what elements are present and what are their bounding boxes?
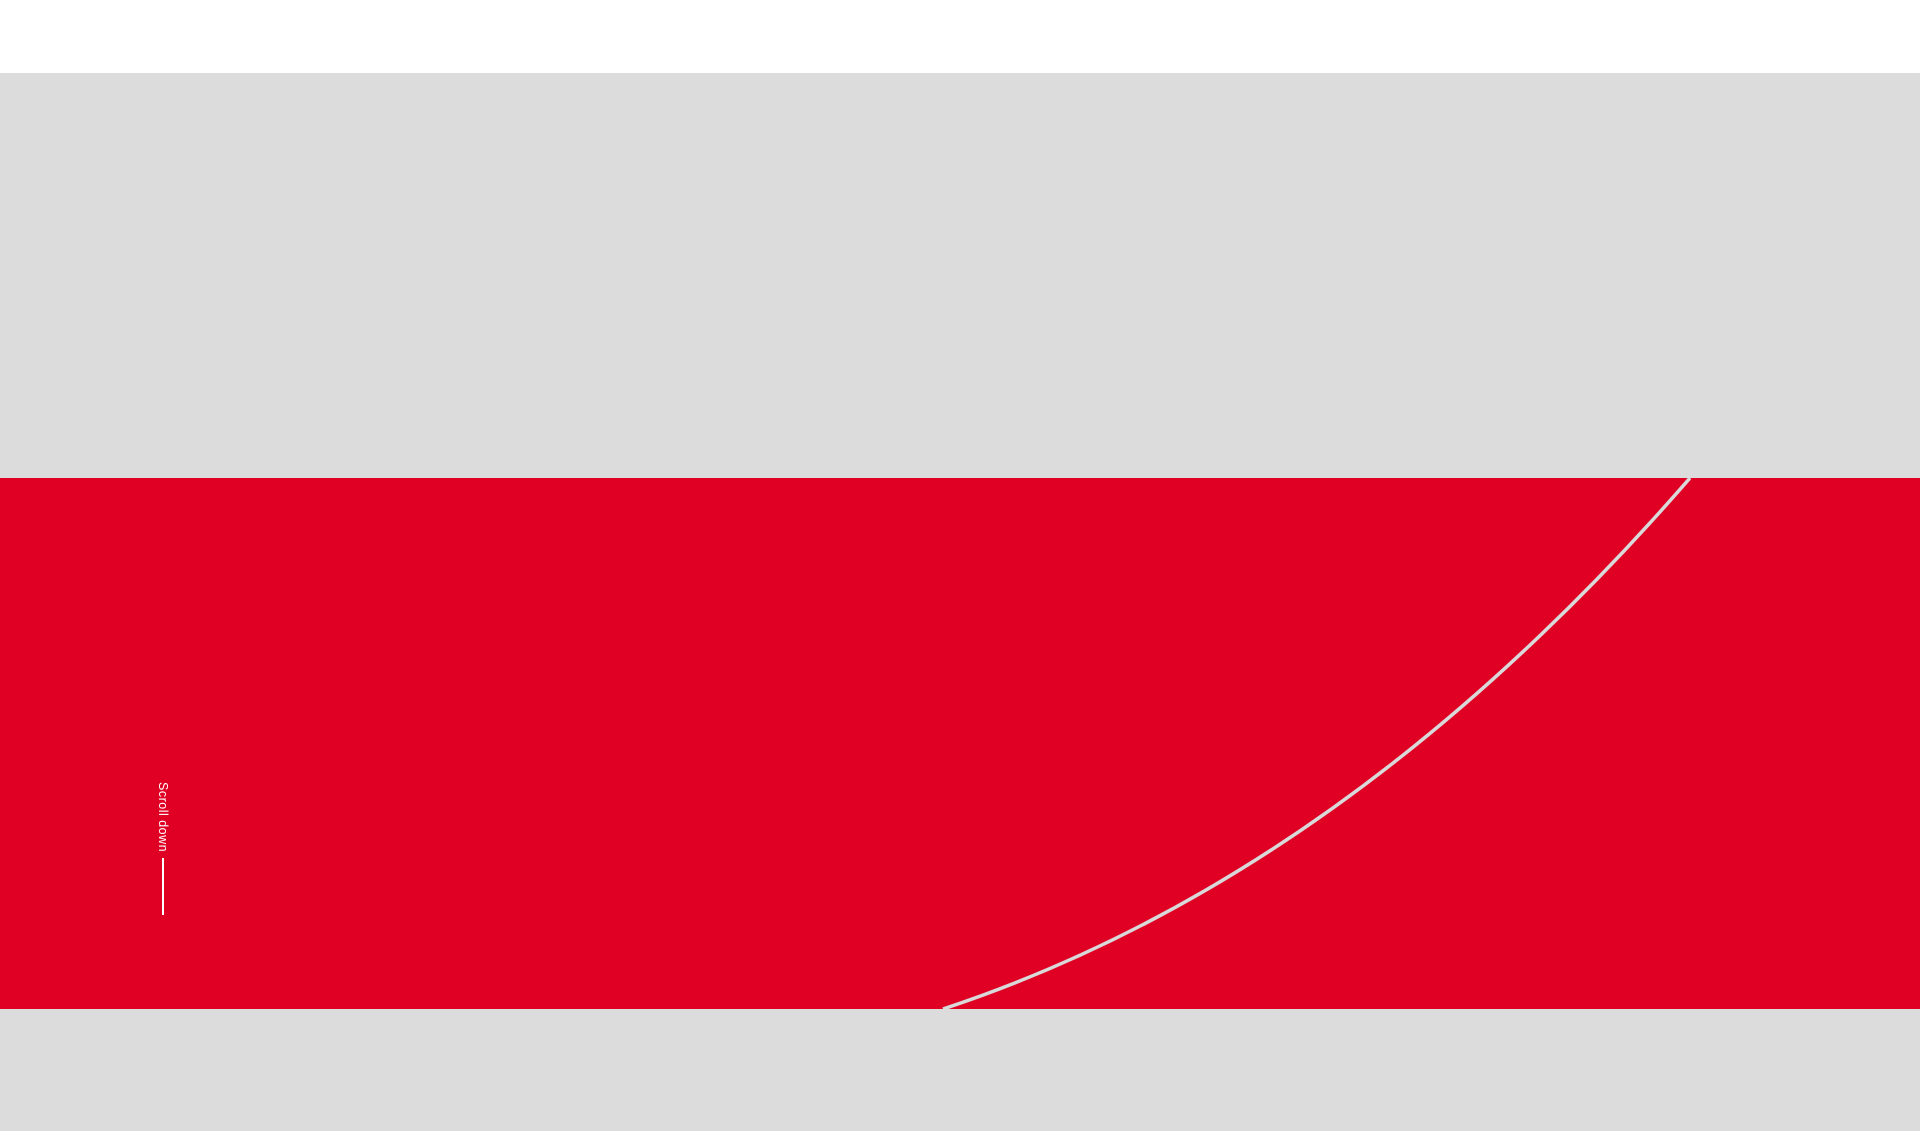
red-hero-section: Scroll down <box>0 478 1920 1009</box>
top-white-band <box>0 0 1920 73</box>
curve-graphic <box>942 478 1692 1009</box>
lower-gray-section <box>0 1009 1920 1131</box>
scroll-down-label: Scroll down <box>156 782 170 853</box>
growth-curve-line <box>942 478 1692 1009</box>
scroll-down-line <box>162 858 164 916</box>
upper-gray-section <box>0 73 1920 478</box>
scroll-down-indicator[interactable]: Scroll down <box>155 782 171 916</box>
